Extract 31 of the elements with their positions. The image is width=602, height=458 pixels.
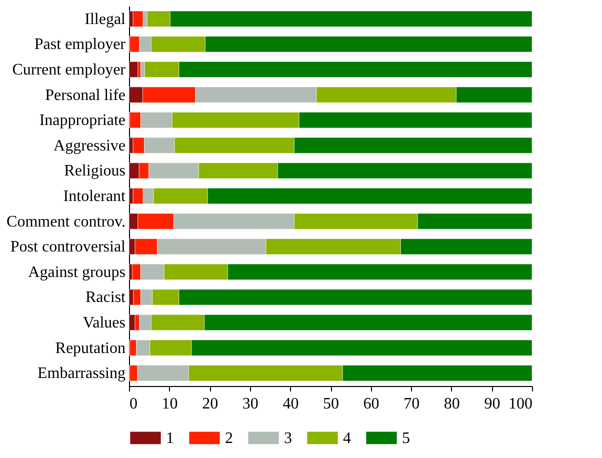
- x-tick-label: 40: [282, 396, 299, 412]
- y-tick-label: Religious: [64, 162, 126, 180]
- y-tick-label: Reputation: [55, 340, 126, 357]
- y-tick-label: Against groups: [28, 264, 126, 281]
- x-tick-label: 100: [508, 396, 532, 412]
- x-tick-label: 30: [242, 396, 258, 412]
- y-tick-label: Inappropriate: [39, 112, 126, 130]
- x-tick-label: 0: [130, 396, 138, 412]
- y-tick-label: Illegal: [84, 10, 126, 28]
- x-tick-label: 60: [363, 396, 380, 412]
- x-tick-label: 90: [484, 396, 500, 412]
- x-tick-label: 20: [202, 396, 218, 412]
- legend-label: 2: [225, 430, 233, 447]
- y-tick-label: Intolerant: [63, 188, 126, 205]
- legend-label: 4: [343, 430, 351, 447]
- y-tick-label: Current employer: [12, 62, 126, 78]
- y-tick-label: Aggressive: [54, 137, 126, 154]
- y-tick-label: Personal life: [45, 86, 126, 104]
- y-tick-label: Values: [82, 314, 126, 332]
- x-tick-label: 10: [162, 396, 178, 412]
- x-tick-label: 70: [404, 396, 420, 412]
- x-tick-label: 50: [323, 396, 339, 412]
- legend-label: 5: [402, 430, 410, 447]
- y-tick-label: Comment controv.: [6, 213, 126, 230]
- x-tick-label: 80: [444, 396, 460, 412]
- legend-label: 3: [284, 430, 292, 447]
- legend-label: 1: [166, 430, 174, 447]
- y-tick-label: Post controversial: [10, 238, 126, 256]
- y-tick-label: Racist: [86, 289, 126, 306]
- y-tick-label: Embarrassing: [38, 365, 126, 382]
- y-tick-label: Past employer: [34, 36, 126, 54]
